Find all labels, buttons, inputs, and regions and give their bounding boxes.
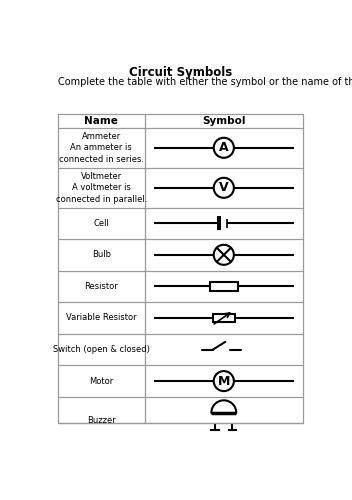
Text: Cell: Cell bbox=[93, 218, 109, 228]
Text: Switch (open & closed): Switch (open & closed) bbox=[53, 345, 150, 354]
Text: Complete the table with either the symbol or the name of the symbol.: Complete the table with either the symbo… bbox=[58, 77, 352, 87]
Bar bbox=[217, 216, 221, 230]
Text: Resistor: Resistor bbox=[84, 282, 118, 291]
Text: Symbol: Symbol bbox=[202, 116, 246, 126]
Text: Circuit Symbols: Circuit Symbols bbox=[129, 66, 232, 79]
Text: A: A bbox=[219, 142, 228, 154]
Text: V: V bbox=[219, 182, 228, 194]
Text: Bulb: Bulb bbox=[92, 250, 111, 260]
Text: Ammeter
An ammeter is
connected in series.: Ammeter An ammeter is connected in serie… bbox=[59, 132, 144, 164]
Bar bbox=[210, 282, 238, 291]
Bar bbox=[213, 314, 235, 322]
Text: Buzzer: Buzzer bbox=[87, 416, 116, 425]
Text: Voltmeter
A voltmeter is
connected in parallel.: Voltmeter A voltmeter is connected in pa… bbox=[56, 172, 147, 204]
Text: Motor: Motor bbox=[89, 376, 113, 386]
Text: Name: Name bbox=[84, 116, 118, 126]
Text: M: M bbox=[218, 374, 230, 388]
Text: Variable Resistor: Variable Resistor bbox=[66, 314, 137, 322]
